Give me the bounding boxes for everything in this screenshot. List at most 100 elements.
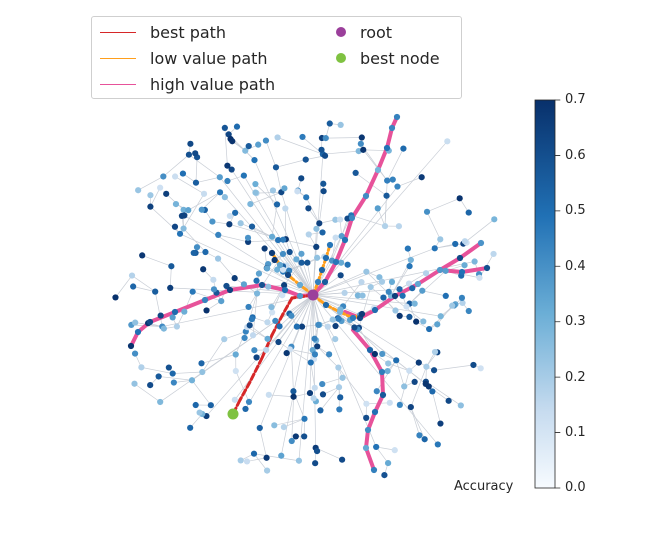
tree-edge — [433, 364, 474, 371]
tree-node — [275, 338, 282, 346]
colorbar-tick-label: 0.5 — [565, 203, 586, 218]
high-value-path — [366, 410, 377, 432]
tree-edge — [312, 288, 400, 296]
high-value-path — [458, 241, 483, 260]
tree-node — [281, 282, 288, 289]
tree-node — [413, 318, 420, 325]
path-node — [371, 306, 379, 314]
tree-node — [298, 175, 305, 182]
tree-node — [332, 322, 339, 330]
tree-node — [339, 374, 346, 381]
tree-edge — [246, 326, 268, 340]
tree-edge — [195, 176, 221, 184]
tree-node — [391, 447, 398, 454]
tree-node — [313, 448, 321, 455]
high-value-path — [228, 283, 264, 292]
tree-edge — [224, 196, 314, 296]
tree-node — [491, 216, 498, 223]
tree-node — [396, 312, 403, 319]
high-value-path — [376, 146, 389, 172]
tree-edge — [312, 140, 448, 296]
tree-node — [338, 456, 346, 463]
path-node — [414, 280, 422, 288]
tree-edge — [375, 446, 396, 451]
tree-edge — [206, 294, 314, 417]
tree-node — [431, 245, 438, 252]
tree-edge — [188, 154, 221, 178]
tree-node — [253, 277, 260, 284]
tree-edge — [254, 159, 314, 296]
tree-node — [423, 363, 430, 370]
tree-edge — [158, 376, 193, 381]
tree-node — [404, 245, 411, 252]
tree-node — [317, 407, 324, 414]
tree-node — [449, 302, 456, 309]
tree-node — [301, 433, 308, 440]
tree-node — [360, 146, 367, 153]
tree-node — [173, 323, 181, 330]
tree-edge — [132, 286, 156, 292]
tree-edge — [277, 137, 324, 155]
tree-node — [445, 397, 452, 404]
path-node — [383, 144, 391, 152]
path-node — [483, 264, 491, 272]
tree-node — [262, 137, 270, 144]
tree-node — [229, 138, 236, 145]
tree-node — [242, 147, 249, 154]
tree-edge — [284, 208, 287, 240]
high-value-path — [351, 328, 372, 352]
tree-edge — [288, 262, 308, 271]
tree-edge — [318, 190, 324, 224]
tree-node — [203, 307, 210, 314]
tree-node — [442, 292, 449, 299]
tree-edge — [141, 255, 172, 267]
tree-node — [341, 289, 348, 296]
tree-edge — [201, 354, 237, 364]
tree-node — [344, 215, 351, 222]
tree-edge — [312, 294, 317, 449]
legend-label: low value path — [150, 48, 268, 68]
tree-edge — [309, 294, 314, 394]
tree-node — [293, 256, 300, 263]
tree-node — [274, 266, 281, 273]
tree-node — [272, 164, 280, 171]
tree-node — [157, 184, 164, 191]
tree-node — [193, 244, 201, 251]
tree-node — [385, 360, 392, 367]
tree-node — [335, 364, 342, 371]
tree-node — [251, 157, 258, 164]
tree-node — [253, 290, 261, 297]
tree-node — [252, 180, 259, 188]
tree-node — [138, 364, 145, 371]
tree-node — [332, 216, 339, 223]
tree-edge — [386, 148, 404, 181]
tree-node — [363, 414, 370, 421]
tree-edge — [409, 270, 447, 305]
tree-node — [240, 281, 248, 288]
tree-node — [336, 406, 343, 413]
path-node — [388, 124, 396, 132]
tree-node — [290, 388, 297, 395]
tree-node — [261, 245, 268, 252]
tree-node — [263, 467, 271, 474]
high-value-path — [364, 168, 380, 198]
colorbar-tick-label: 0.0 — [565, 480, 586, 495]
tree-edge — [271, 204, 278, 238]
path-node — [341, 236, 349, 244]
tree-node — [371, 350, 378, 358]
path-node — [393, 113, 401, 121]
tree-node — [461, 238, 468, 245]
tree-node — [288, 312, 295, 319]
high-value-path — [416, 268, 442, 286]
tree-node — [311, 335, 318, 342]
best-node — [227, 408, 239, 420]
tree-node — [176, 230, 184, 237]
tree-edge — [409, 303, 417, 322]
tree-node — [367, 283, 374, 291]
tree-node — [221, 194, 228, 201]
tree-edge — [432, 391, 441, 424]
tree-node — [263, 346, 270, 354]
tree-edge — [410, 406, 426, 440]
tree-edge — [234, 294, 314, 401]
